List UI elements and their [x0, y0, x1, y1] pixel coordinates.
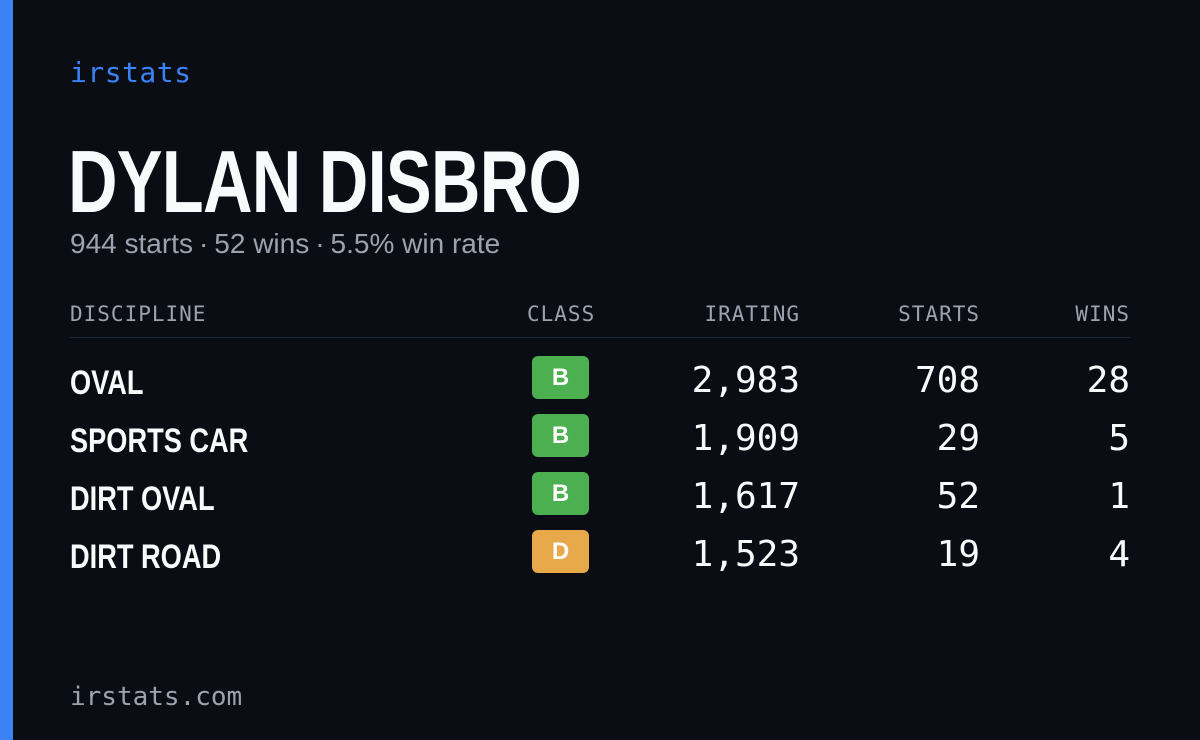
summary-separator: · [315, 228, 325, 259]
header-class: CLASS [527, 302, 596, 326]
class-badge: B [532, 472, 589, 515]
table-row: SPORTS CAR B 1,909 29 5 [70, 412, 1130, 470]
class-badge: B [532, 414, 589, 457]
table-body: OVAL B 2,983 708 28 SPORTS CAR B 1,909 2… [70, 338, 1130, 586]
stats-table: DISCIPLINE CLASS IRATING STARTS WINS OVA… [70, 296, 1130, 586]
player-summary: 944 starts · 52 wins · 5.5% win rate [70, 228, 500, 260]
player-name: DYLAN DISBRO [68, 132, 582, 231]
irating-cell: 1,617 [691, 476, 800, 517]
class-badge: B [532, 356, 589, 399]
header-wins: WINS [1075, 302, 1130, 326]
discipline-cell: SPORTS CAR [70, 422, 249, 460]
table-row: DIRT OVAL B 1,617 52 1 [70, 470, 1130, 528]
summary-wins: 52 wins [214, 228, 310, 259]
table-header: DISCIPLINE CLASS IRATING STARTS WINS [70, 296, 1130, 338]
class-badge: D [532, 530, 589, 573]
footer-url[interactable]: irstats.com [70, 682, 243, 712]
wins-cell: 1 [1108, 476, 1130, 517]
header-discipline: DISCIPLINE [70, 302, 207, 326]
accent-bar [0, 0, 13, 740]
table-row: DIRT ROAD D 1,523 19 4 [70, 528, 1130, 586]
starts-cell: 52 [936, 476, 980, 517]
wins-cell: 5 [1108, 418, 1130, 459]
irating-cell: 2,983 [691, 360, 800, 401]
header-irating: IRATING [704, 302, 800, 326]
summary-starts: 944 starts [70, 228, 193, 259]
starts-cell: 19 [936, 534, 980, 575]
irating-cell: 1,523 [691, 534, 800, 575]
discipline-cell: DIRT ROAD [70, 538, 222, 576]
header-starts: STARTS [898, 302, 980, 326]
table-row: OVAL B 2,983 708 28 [70, 354, 1130, 412]
discipline-cell: DIRT OVAL [70, 480, 215, 518]
discipline-cell: OVAL [70, 364, 144, 402]
starts-cell: 708 [914, 360, 980, 401]
starts-cell: 29 [936, 418, 980, 459]
wins-cell: 4 [1108, 534, 1130, 575]
irating-cell: 1,909 [691, 418, 800, 459]
summary-separator: · [198, 228, 209, 259]
wins-cell: 28 [1086, 360, 1130, 401]
brand-logo: irstats [70, 56, 192, 89]
summary-win-rate: 5.5% win rate [330, 228, 501, 259]
